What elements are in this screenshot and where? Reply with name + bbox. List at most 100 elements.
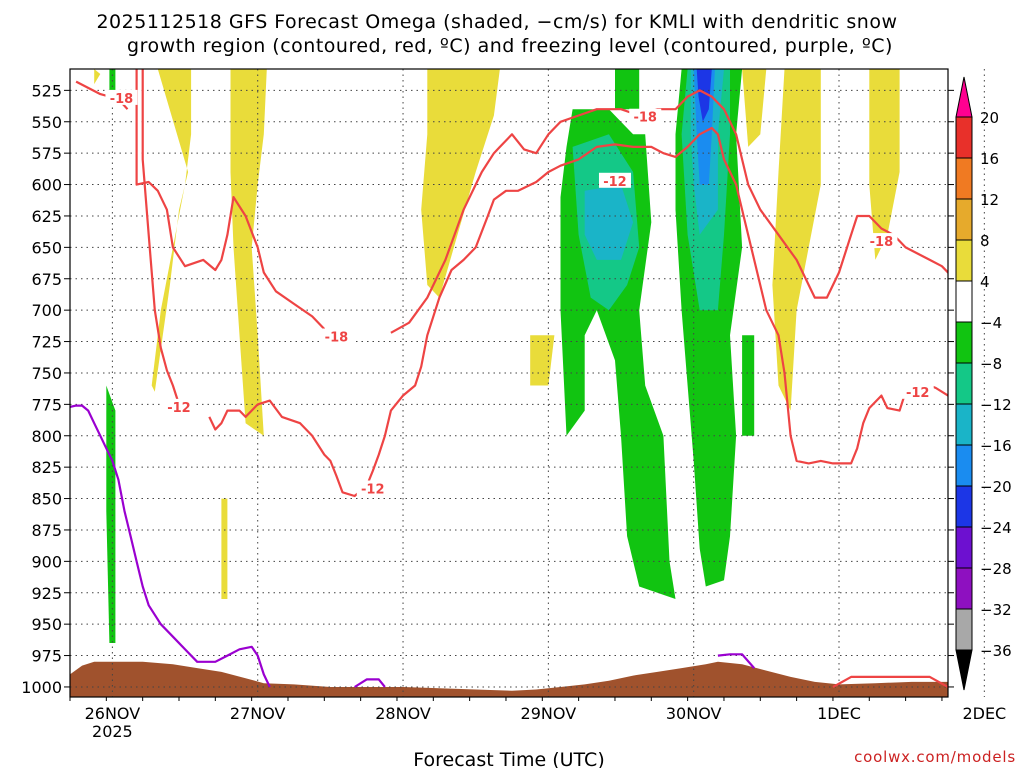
colorbar-bin [955, 116, 973, 159]
contour-label: -12 [906, 386, 930, 401]
colorbar-bin [955, 485, 973, 528]
freezing-level-contour [717, 653, 756, 669]
omega-shaded-region [742, 335, 755, 436]
colorbar-label: −24 [980, 519, 1012, 537]
colorbar-bin [955, 526, 973, 569]
y-tick-label: 800 [31, 427, 62, 446]
contour-label-bg [356, 480, 389, 496]
x-tick-label: 29NOV [521, 704, 577, 723]
x-tick-label: 27NOV [230, 704, 286, 723]
colorbar-label: −20 [980, 478, 1012, 496]
y-tick-label: 725 [31, 333, 62, 352]
x-tick-label: 2DEC [962, 704, 1006, 723]
y-tick-label: 825 [31, 458, 62, 477]
x-tick-label: 1DEC [817, 704, 861, 723]
colorbar: 20 16 12 8 4 −4 −8 −12 −16 −20 −24 −28 −32 −36 [955, 76, 1012, 691]
contour-label-bg [162, 398, 195, 414]
y-tick-label: 650 [31, 238, 62, 257]
omega-shaded-region [230, 69, 267, 436]
chart-title-line-1: 2025112518 GFS Forecast Omega (shaded, −… [96, 11, 897, 33]
omega-shaded-region [584, 184, 634, 260]
y-tick-label: 850 [31, 490, 62, 509]
colorbar-label: −32 [980, 601, 1012, 619]
contour-label-layer: -18-18-18-18-18-12-12-12-12-12 [105, 89, 934, 498]
dgz-contour-line [135, 69, 326, 330]
omega-shaded-region [615, 69, 640, 110]
colorbar-bin [955, 608, 973, 651]
colorbar-bin [955, 321, 973, 364]
contour-label: -12 [167, 401, 191, 416]
y-tick-label: 950 [31, 615, 62, 634]
colorbar-bin [955, 403, 973, 446]
y-tick-label: 700 [31, 301, 62, 320]
contour-label: -18 [633, 111, 657, 126]
y-tick-label: 525 [31, 81, 62, 100]
colorbar-label: 12 [980, 191, 999, 209]
colorbar-bin [955, 239, 973, 282]
y-tick-label: 675 [31, 270, 62, 289]
colorbar-bin [955, 362, 973, 405]
y-axis: 525 550 575 600 625 650 675 700 725 750 775 800 825 8… [21, 81, 954, 697]
colorbar-label: 4 [980, 273, 990, 291]
omega-shaded-region [221, 498, 228, 599]
colorbar-label: −36 [980, 642, 1012, 660]
omega-shading [94, 69, 900, 643]
colorbar-label: −12 [980, 396, 1012, 414]
contour-label-bg [629, 108, 662, 124]
x-tick-sublabel: 2025 [92, 722, 133, 741]
omega-shaded-region [530, 335, 555, 386]
contour-label-bg [901, 383, 934, 399]
omega-shaded-region [151, 69, 192, 392]
x-tick-label: 30NOV [666, 704, 722, 723]
x-tick-label: 26NOV [85, 704, 141, 723]
omega-shaded-region [421, 69, 500, 298]
contour-label: -12 [361, 483, 385, 498]
colorbar-top-arrow [955, 76, 973, 118]
y-tick-label: 625 [31, 207, 62, 226]
y-tick-label: 875 [31, 521, 62, 540]
plot-frame [69, 68, 949, 698]
freezing-level-contour [354, 678, 386, 688]
chart-title-line-2: growth region (contoured, red, ºC) and f… [127, 35, 893, 57]
colorbar-bin [955, 157, 973, 200]
y-tick-label: 1000 [21, 678, 62, 697]
contour-label: -18 [110, 92, 134, 107]
y-tick-label: 900 [31, 552, 62, 571]
x-tick-label: 28NOV [375, 704, 431, 723]
dgz-contour-line [390, 89, 948, 334]
y-tick-label: 600 [31, 176, 62, 195]
y-tick-label: 575 [31, 144, 62, 163]
colorbar-label: 8 [980, 232, 990, 250]
contour-label-bg [598, 172, 631, 188]
contour-label: -18 [325, 331, 349, 346]
omega-shaded-region [742, 69, 767, 147]
colorbar-label: 20 [980, 109, 999, 127]
terrain-layer [70, 661, 948, 697]
colorbar-bottom-arrow [955, 649, 973, 691]
contour-label: -12 [603, 175, 627, 190]
colorbar-label: −8 [980, 355, 1002, 373]
y-tick-label: 775 [31, 395, 62, 414]
y-tick-label: 925 [31, 584, 62, 603]
omega-shaded-region [94, 69, 101, 97]
colorbar-bin [955, 567, 973, 610]
dgz-contour-line [141, 69, 181, 405]
x-axis-title: Forecast Time (UTC) [413, 749, 604, 768]
colorbar-label: −4 [980, 314, 1002, 332]
y-tick-label: 975 [31, 647, 62, 666]
colorbar-label: −28 [980, 560, 1012, 578]
omega-shaded-region [869, 69, 900, 260]
colorbar-label: 16 [980, 150, 999, 168]
colorbar-bin [955, 198, 973, 241]
grid-layer [70, 69, 985, 697]
credit-text: coolwx.com/models [854, 748, 1016, 766]
y-tick-label: 550 [31, 113, 62, 132]
omega-shaded-region [106, 385, 116, 643]
terrain-fill [70, 661, 948, 697]
contour-label-bg [105, 89, 138, 105]
omega-shaded-region [772, 69, 821, 411]
contour-label-bg [320, 328, 353, 344]
contour-label: -18 [870, 235, 894, 250]
colorbar-bin [955, 444, 973, 487]
